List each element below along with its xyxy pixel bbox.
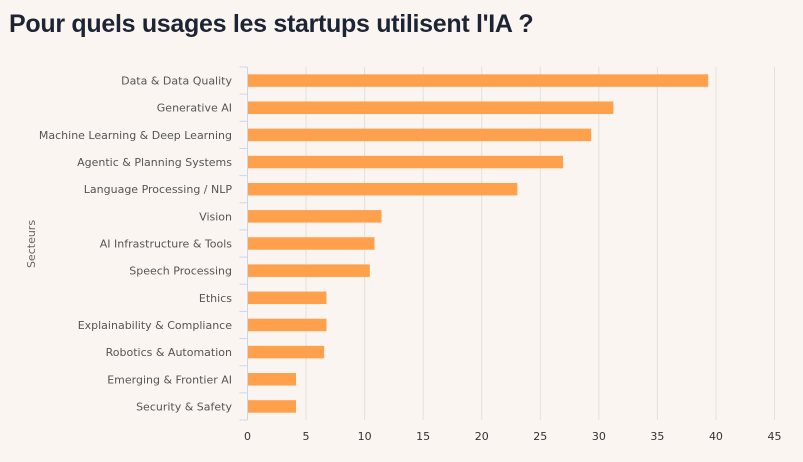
chart-title: Pour quels usages les startups utilisent… bbox=[9, 10, 534, 38]
x-tick-label: 25 bbox=[533, 430, 547, 443]
y-axis bbox=[239, 66, 248, 421]
category-label: Ethics bbox=[199, 292, 232, 305]
x-tick-label: 0 bbox=[244, 430, 251, 443]
category-label: AI Infrastructure & Tools bbox=[100, 238, 232, 251]
bar bbox=[248, 155, 564, 169]
bar bbox=[248, 101, 614, 114]
bar bbox=[248, 373, 297, 386]
x-tick-label: 30 bbox=[592, 430, 606, 443]
bar bbox=[248, 182, 518, 196]
bar bbox=[248, 210, 382, 223]
bar bbox=[248, 128, 592, 142]
x-tick-label: 15 bbox=[416, 430, 430, 443]
x-tick-label: 40 bbox=[709, 430, 723, 443]
x-tick-labels: 0 5 10 15 20 25 30 35 40 45 bbox=[244, 430, 782, 443]
bars bbox=[248, 74, 709, 413]
category-label: Explainability & Compliance bbox=[78, 319, 233, 332]
bar bbox=[248, 264, 370, 277]
bar bbox=[248, 318, 327, 332]
x-tick-label: 35 bbox=[650, 430, 664, 443]
category-labels: Data & Data Quality Generative AI Machine … bbox=[39, 75, 233, 414]
bar bbox=[248, 237, 375, 250]
bar bbox=[248, 74, 709, 87]
category-label: Data & Data Quality bbox=[121, 75, 232, 88]
category-label: Machine Learning & Deep Learning bbox=[39, 129, 232, 142]
category-label: Language Processing / NLP bbox=[84, 183, 233, 196]
y-axis-label: Secteurs bbox=[25, 220, 38, 268]
category-label: Speech Processing bbox=[129, 265, 232, 278]
category-label: Emerging & Frontier AI bbox=[107, 373, 232, 386]
gridlines bbox=[305, 67, 775, 420]
x-tick-label: 5 bbox=[303, 430, 310, 443]
bar bbox=[248, 400, 297, 413]
category-label: Vision bbox=[199, 210, 232, 223]
bar bbox=[248, 291, 327, 305]
x-tick-label: 10 bbox=[358, 430, 372, 443]
category-label: Generative AI bbox=[157, 102, 232, 115]
category-label: Security & Safety bbox=[136, 400, 232, 413]
category-label: Robotics & Automation bbox=[106, 346, 232, 359]
x-tick-label: 20 bbox=[475, 430, 489, 443]
category-label: Agentic & Planning Systems bbox=[77, 156, 232, 169]
x-tick-label: 45 bbox=[768, 430, 782, 443]
bar bbox=[248, 345, 325, 359]
